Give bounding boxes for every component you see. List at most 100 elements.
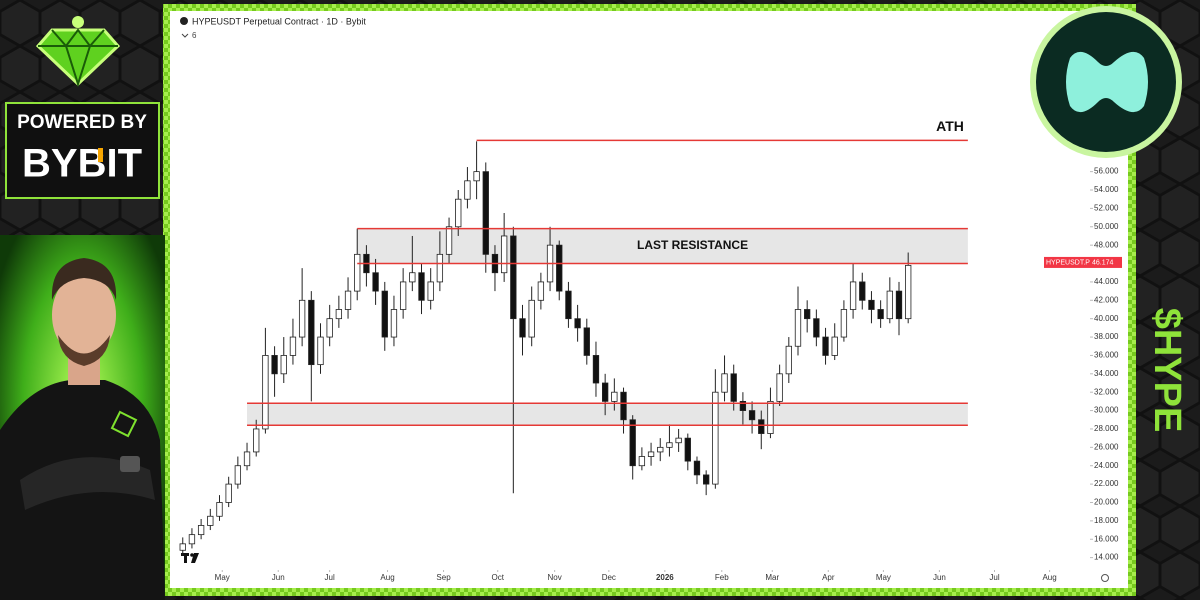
x-tick-label: Jul xyxy=(989,573,999,582)
candle-body xyxy=(776,373,783,402)
candle-body xyxy=(216,502,223,517)
candle-body xyxy=(409,272,416,283)
candle-body xyxy=(675,437,682,444)
candle-body xyxy=(418,272,425,301)
y-tick-label: 50.000 xyxy=(1094,222,1119,231)
x-tick-label: Oct xyxy=(491,573,504,582)
candle-body xyxy=(666,442,673,448)
sponsor-name: BYBIT xyxy=(22,142,142,186)
candle-body xyxy=(592,355,600,384)
y-tick-label: 40.000 xyxy=(1094,314,1119,323)
zone xyxy=(357,228,968,264)
candle-body xyxy=(785,345,792,375)
candle-body xyxy=(886,290,893,320)
candle-body xyxy=(583,327,590,356)
candle-body xyxy=(813,318,820,338)
candle-body xyxy=(335,309,343,320)
candle-body xyxy=(455,198,462,228)
presenter xyxy=(0,235,165,600)
y-tick-label: 34.000 xyxy=(1094,369,1119,378)
chart-title: HYPEUSDT Perpetual Contract · 1D · Bybit xyxy=(192,16,366,26)
sponsor-box xyxy=(5,102,160,199)
candle-body xyxy=(464,180,471,200)
candle-body xyxy=(739,400,747,411)
candle-body xyxy=(317,336,324,366)
candle-body xyxy=(657,446,664,453)
candle-body xyxy=(868,299,875,310)
candle-body xyxy=(243,451,251,467)
candle-body xyxy=(712,391,719,485)
candle-body xyxy=(767,400,774,434)
candle-body xyxy=(556,244,563,292)
candle-body xyxy=(574,318,581,329)
x-tick-label: Apr xyxy=(822,573,835,582)
x-tick-label: Mar xyxy=(765,573,779,582)
y-tick-label: 56.000 xyxy=(1094,167,1119,176)
y-tick-label: 42.000 xyxy=(1094,295,1119,304)
candle-body xyxy=(537,281,545,301)
candle-body xyxy=(253,428,260,453)
x-tick-label: May xyxy=(876,573,891,582)
y-tick-label: 26.000 xyxy=(1094,442,1119,451)
settings-icon xyxy=(1101,574,1109,582)
candle-body xyxy=(399,281,407,310)
candle-body xyxy=(859,281,866,301)
sponsor-accent xyxy=(98,148,103,162)
candle-body xyxy=(877,309,884,320)
candle-body xyxy=(207,515,214,526)
candle-body xyxy=(528,299,535,338)
hype-logo xyxy=(1030,6,1182,158)
candle-body xyxy=(519,318,526,338)
zone xyxy=(247,403,968,426)
candle-body xyxy=(794,309,802,347)
candle-body xyxy=(225,483,232,503)
price-tag-symbol: HYPEUSDT.P xyxy=(1046,259,1090,266)
candle-body xyxy=(684,437,691,462)
y-tick-label: 30.000 xyxy=(1094,406,1119,415)
candle-body xyxy=(804,309,811,320)
y-tick-label: 14.000 xyxy=(1094,553,1119,562)
x-tick-label: May xyxy=(215,573,230,582)
candle-body xyxy=(482,171,489,255)
price-tag xyxy=(1044,256,1122,268)
y-tick-label: 44.000 xyxy=(1094,277,1119,286)
x-tick-label: 2026 xyxy=(656,573,674,582)
candle-body xyxy=(721,373,728,393)
powered-by: POWERED BY xyxy=(17,112,147,133)
candle-body xyxy=(730,373,737,402)
candle-body xyxy=(473,171,480,182)
x-tick-label: Dec xyxy=(602,573,616,582)
candle-body xyxy=(905,264,912,320)
candle-body xyxy=(629,419,636,467)
candle-body xyxy=(372,272,379,292)
plot: LAST RESISTANCE ATH xyxy=(179,118,968,556)
candle-body xyxy=(831,336,838,356)
level-label: ATH xyxy=(936,118,964,134)
x-tick-label: Aug xyxy=(1042,573,1056,582)
candle-body xyxy=(381,290,388,338)
y-tick-label: 28.000 xyxy=(1094,424,1119,433)
candle-body xyxy=(390,309,398,338)
y-tick-label: 38.000 xyxy=(1094,332,1119,341)
x-tick-label: Jun xyxy=(272,573,285,582)
candle-body xyxy=(638,456,646,467)
candle-body xyxy=(748,410,756,421)
x-tick-label: Jul xyxy=(325,573,335,582)
candle-body xyxy=(693,460,701,476)
candle-body xyxy=(565,290,572,320)
candle-body xyxy=(602,382,609,402)
y-tick-label: 54.000 xyxy=(1094,185,1119,194)
chart-panel xyxy=(170,11,1128,588)
candle-body xyxy=(510,235,517,320)
x-tick-label: Sep xyxy=(436,573,451,582)
candle-body xyxy=(188,534,196,545)
y-tick-label: 36.000 xyxy=(1094,351,1119,360)
x-tick-label: Aug xyxy=(380,573,394,582)
candle-body xyxy=(840,309,848,338)
candle-body xyxy=(822,336,829,356)
tv-logo xyxy=(181,553,199,563)
y-tick-label: 24.000 xyxy=(1094,461,1119,470)
y-tick-label: 20.000 xyxy=(1094,498,1119,507)
candle-body xyxy=(197,525,205,536)
